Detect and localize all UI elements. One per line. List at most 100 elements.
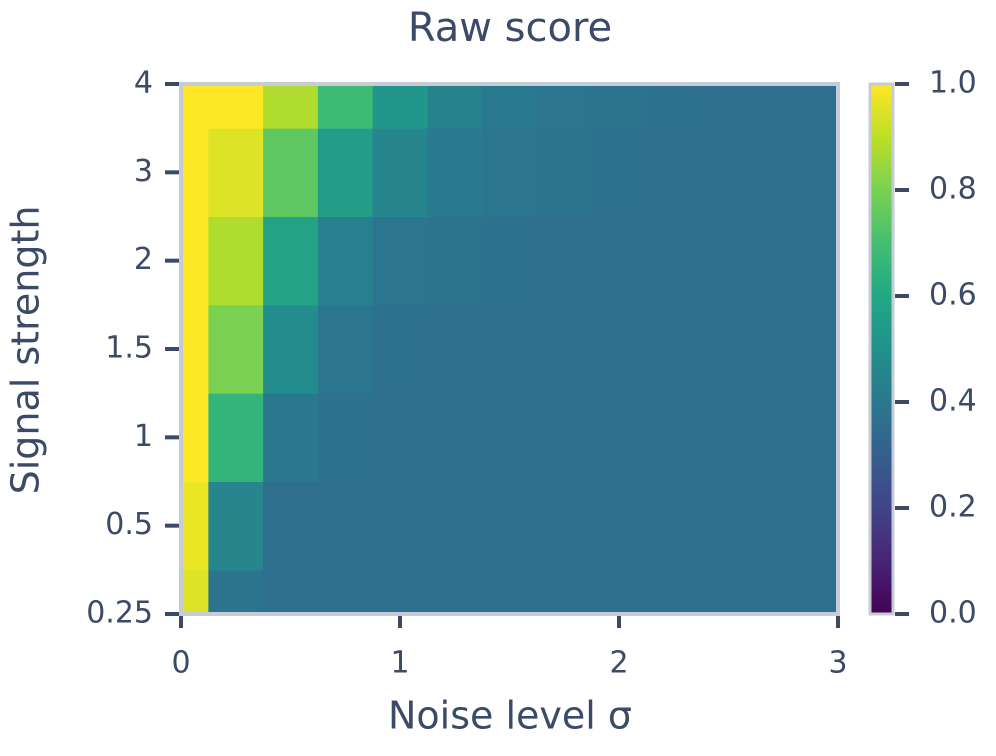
heatmap-cell	[810, 128, 839, 217]
x-tick-label: 3	[828, 646, 847, 681]
heatmap-cell	[372, 216, 428, 306]
heatmap-cell	[427, 304, 483, 394]
y-tick-label: 1.5	[105, 331, 153, 366]
heatmap-cell	[482, 128, 538, 217]
heatmap-cell	[263, 393, 319, 482]
heatmap-cell	[646, 84, 702, 129]
heatmap-cell	[263, 84, 319, 129]
heatmap-cell	[263, 481, 319, 571]
heatmap-cell	[591, 128, 647, 217]
x-axis-label: Noise level σ	[388, 694, 632, 738]
heatmap-cell	[263, 569, 319, 615]
heatmap-cell	[181, 304, 209, 394]
heatmap-cell	[755, 569, 812, 615]
heatmap-cell	[317, 128, 374, 217]
y-tick-label: 0.5	[105, 507, 153, 542]
heatmap-cell	[755, 216, 812, 306]
heatmap-cell	[372, 128, 428, 217]
heatmap-cell	[536, 216, 593, 306]
y-tick-label: 2	[134, 242, 153, 277]
heatmap-cell	[317, 304, 374, 394]
heatmap-cell	[701, 569, 757, 615]
heatmap-cell	[701, 481, 757, 571]
y-axis-label: Signal strength	[4, 206, 48, 495]
heatmap-cell	[755, 304, 812, 394]
heatmap-cell	[646, 304, 702, 394]
heatmap-cell	[591, 216, 647, 306]
heatmap-cell	[591, 393, 647, 482]
y-tick-label: 4	[134, 66, 153, 101]
heatmap-cell	[427, 84, 483, 129]
heatmap-cell	[755, 84, 812, 129]
heatmap-cell	[263, 216, 319, 306]
heatmap-cell	[755, 393, 812, 482]
heatmap-cell	[810, 569, 839, 615]
heatmap-cell	[317, 393, 374, 482]
heatmap-cell	[810, 481, 839, 571]
heatmap-cell	[482, 481, 538, 571]
heatmap-cell	[263, 128, 319, 217]
heatmap-cell	[755, 481, 812, 571]
heatmap-cell	[208, 569, 264, 615]
heatmap-cell	[427, 481, 483, 571]
x-tick-label: 2	[609, 646, 628, 681]
heatmap-cell	[181, 569, 209, 615]
heatmap-cell	[810, 216, 839, 306]
heatmap-cell	[646, 393, 702, 482]
heatmap-cell	[755, 128, 812, 217]
y-tick-label: 1	[134, 419, 153, 454]
heatmap-cell	[427, 569, 483, 615]
heatmap-cell	[591, 569, 647, 615]
heatmap-cell	[482, 393, 538, 482]
heatmap-cell	[591, 481, 647, 571]
heatmap-cell	[208, 128, 264, 217]
heatmap-cell	[536, 569, 593, 615]
heatmap-cell	[181, 128, 209, 217]
heatmap-cell	[591, 304, 647, 394]
colorbar-tick-label: 0.4	[929, 384, 977, 419]
heatmap-cell	[317, 569, 374, 615]
heatmap-cell	[536, 393, 593, 482]
heatmap-cell	[208, 84, 264, 129]
heatmap-cell	[372, 393, 428, 482]
heatmap-cell	[317, 481, 374, 571]
colorbar-tick-label: 0.0	[929, 596, 977, 631]
y-tick-label: 3	[134, 154, 153, 189]
heatmap-cell	[372, 304, 428, 394]
heatmap-cell	[536, 481, 593, 571]
heatmap-cell	[701, 216, 757, 306]
heatmap-cell	[181, 84, 209, 129]
x-tick-label: 0	[171, 646, 190, 681]
heatmap-cell	[536, 304, 593, 394]
heatmap-cell	[263, 304, 319, 394]
heatmap-cell	[372, 569, 428, 615]
heatmap-cell	[701, 304, 757, 394]
heatmap-cell	[208, 216, 264, 306]
heatmap-cell	[810, 304, 839, 394]
heatmap-cell	[427, 393, 483, 482]
heatmap-cell	[181, 393, 209, 482]
heatmap-cell	[317, 216, 374, 306]
heatmap-cell	[810, 84, 839, 129]
heatmap-cell	[810, 393, 839, 482]
colorbar-tick-label: 1.0	[929, 66, 977, 101]
colorbar-tick-label: 0.8	[929, 172, 977, 207]
colorbar	[868, 82, 895, 616]
heatmap-cell	[317, 84, 374, 129]
heatmap-cell	[646, 481, 702, 571]
heatmap-cell	[482, 304, 538, 394]
heatmap-cell	[427, 128, 483, 217]
heatmap-cell	[701, 128, 757, 217]
heatmap-cell	[181, 481, 209, 571]
heatmap-cell	[208, 304, 264, 394]
heatmap-cell	[482, 84, 538, 129]
heatmap-cell	[208, 481, 264, 571]
heatmap-cell	[536, 128, 593, 217]
colorbar-tick-label: 0.6	[929, 278, 977, 313]
chart-title: Raw score	[408, 5, 612, 51]
heatmap-cell	[646, 128, 702, 217]
heatmap-cell	[646, 569, 702, 615]
heatmap-cell	[701, 393, 757, 482]
colorbar-tick-label: 0.2	[929, 490, 977, 525]
